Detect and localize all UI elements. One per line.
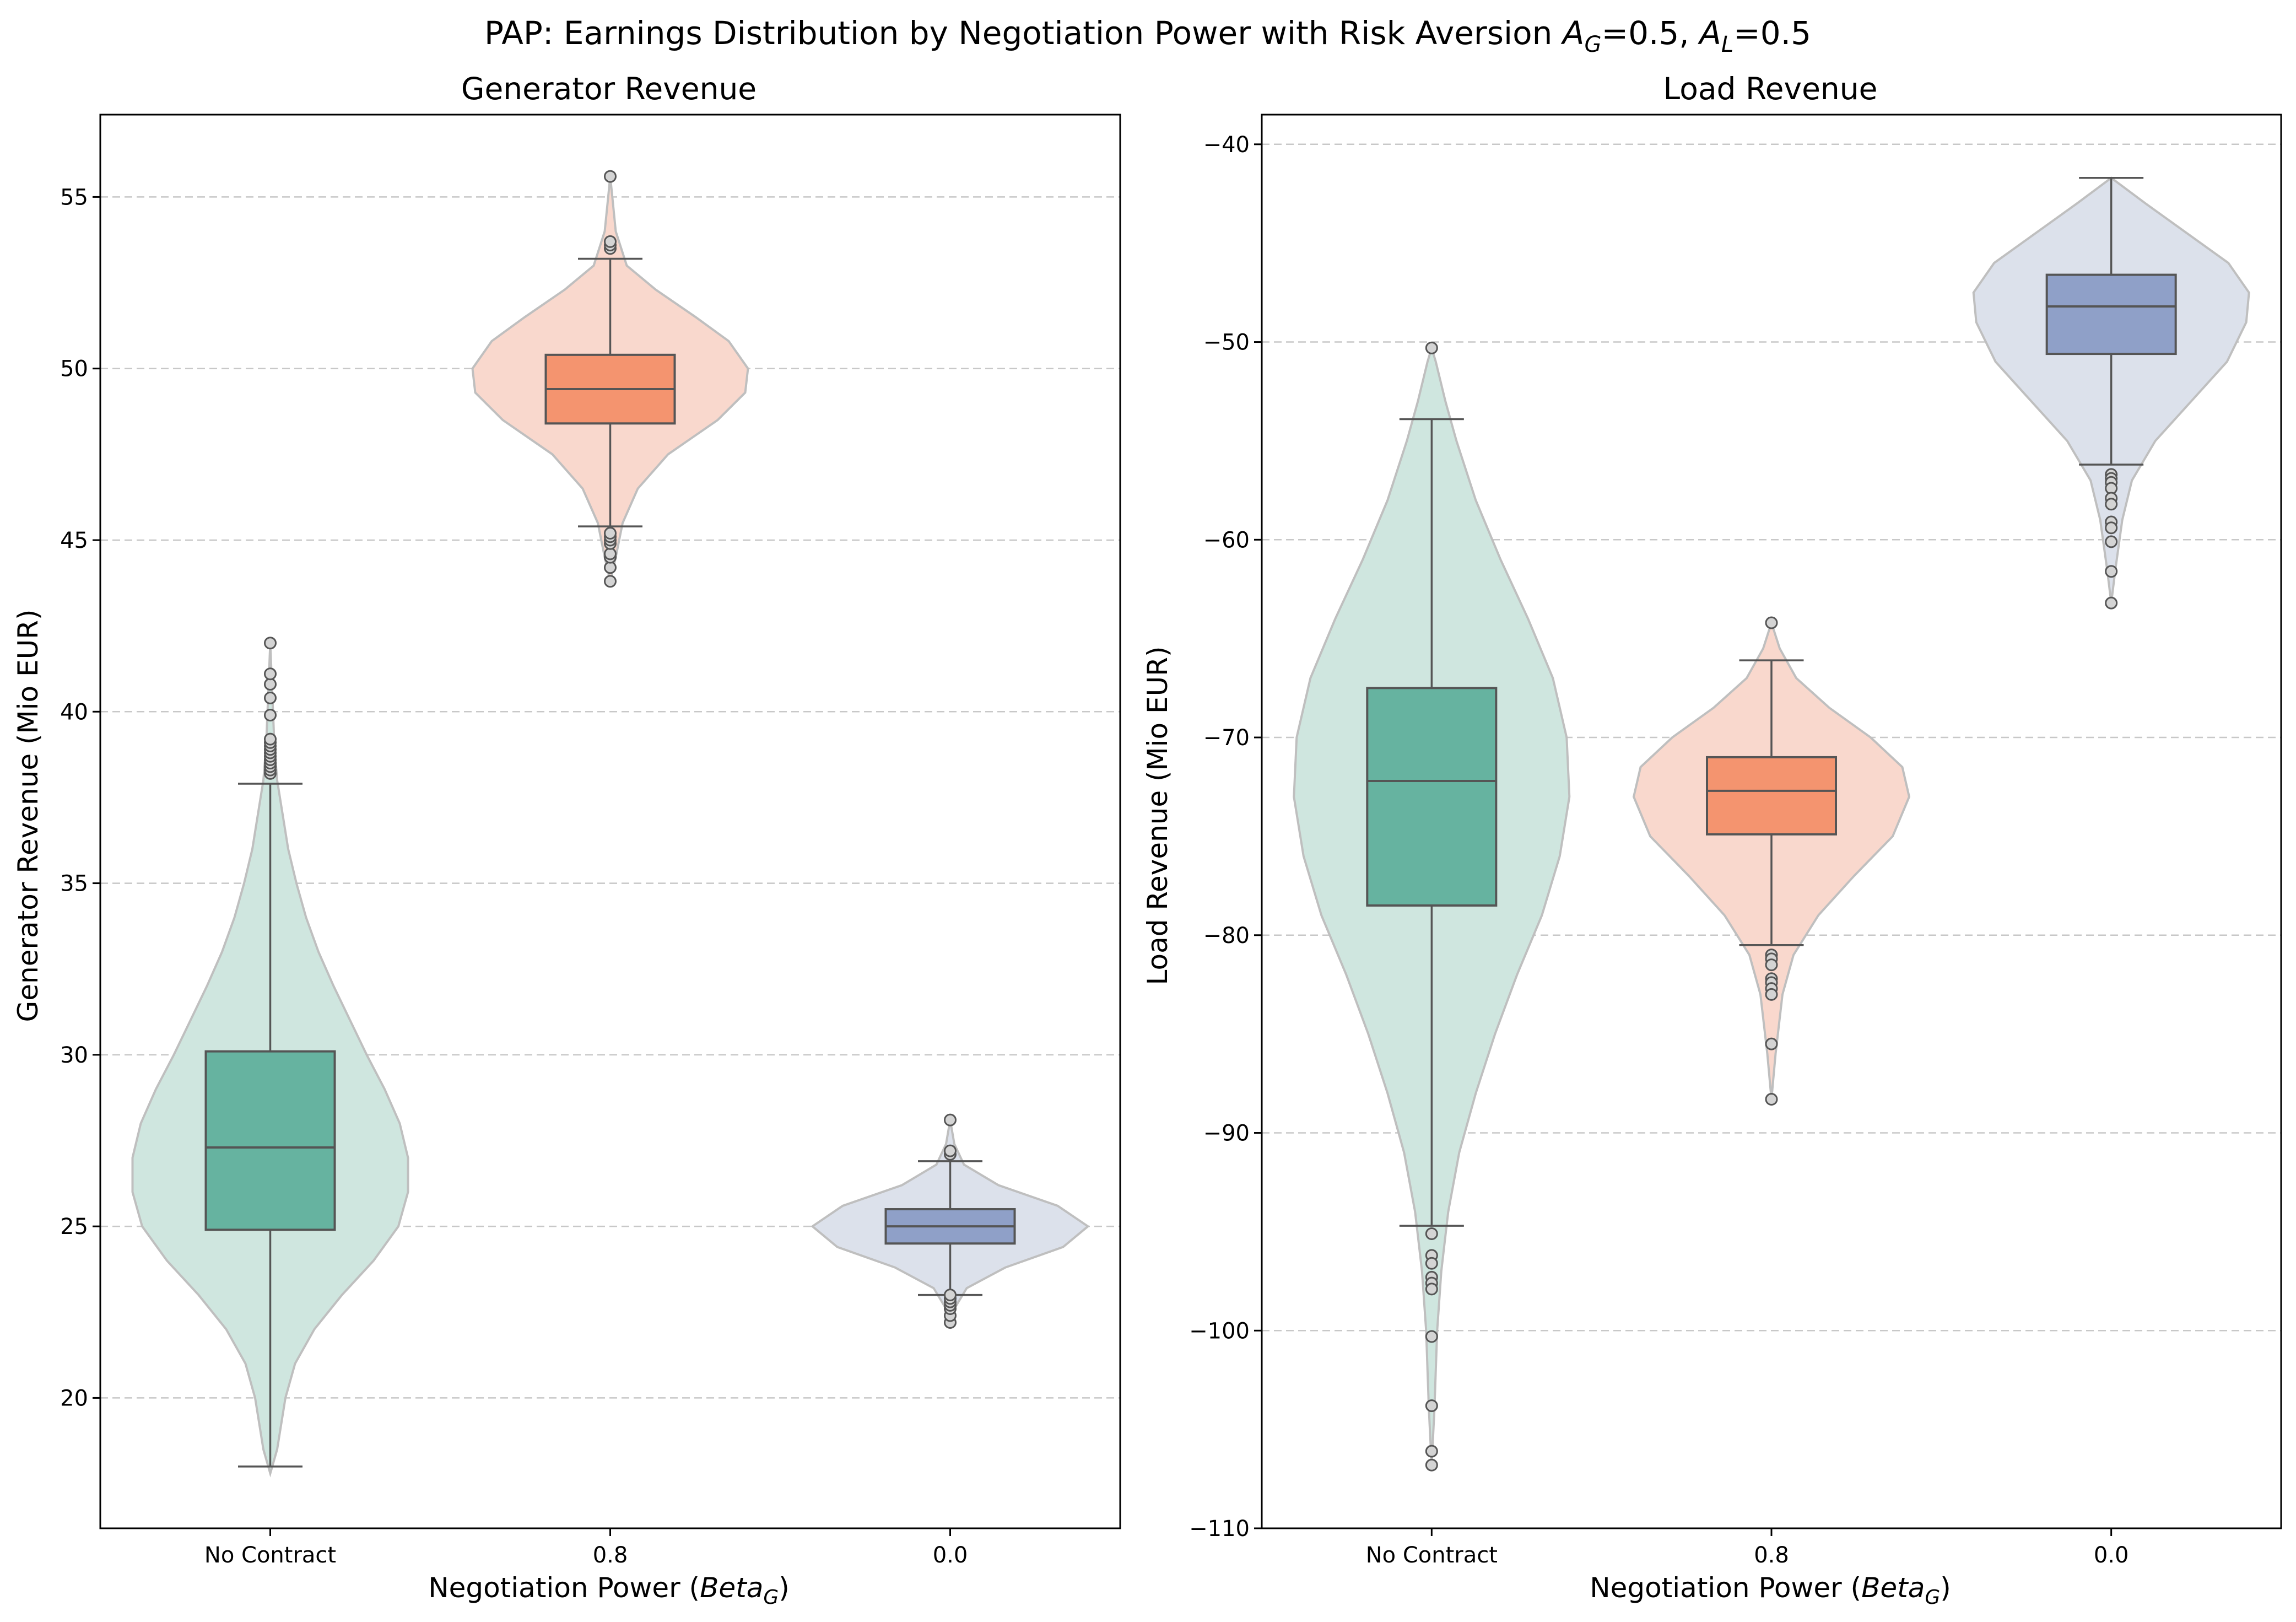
generator-plot-area: 20 25 30 35 40 45 50 55 No Contract 0.8 0.0 xyxy=(60,114,1121,1568)
load-revenue-panel: Load Revenue −110 −100 −90 −80 −70 −60 −50 −40 N… xyxy=(1142,71,2282,1609)
y-axis-label: Generator Revenue (Mio EUR) xyxy=(12,610,44,1022)
y-tick-label: 35 xyxy=(60,871,88,897)
y-tick-label: 20 xyxy=(60,1386,88,1411)
outlier-point xyxy=(604,561,617,574)
load-plot-area: −110 −100 −90 −80 −70 −60 −50 −40 No Contract 0.8… xyxy=(1189,114,2282,1568)
outlier-point xyxy=(2105,535,2118,548)
outlier-point xyxy=(604,235,617,248)
axes-frame xyxy=(99,114,1121,1529)
outlier-point xyxy=(2105,565,2118,578)
outlier-point xyxy=(1425,341,1438,354)
y-tick-label: 50 xyxy=(60,357,88,382)
y-tick-label: −100 xyxy=(1189,1318,1250,1344)
outlier-point xyxy=(1765,1093,1778,1106)
outlier-point xyxy=(1765,1037,1778,1050)
outlier-point xyxy=(1765,616,1778,629)
outlier-point xyxy=(1425,1227,1438,1240)
outlier-point xyxy=(2105,521,2118,535)
y-tick-label: 30 xyxy=(60,1043,88,1068)
outlier-point xyxy=(264,691,277,704)
outlier-point xyxy=(604,527,617,540)
outlier-point xyxy=(1765,958,1778,972)
panel-title: Load Revenue xyxy=(1663,71,1878,106)
y-tick-label: −70 xyxy=(1203,725,1250,751)
x-tick-label: 0.0 xyxy=(2094,1543,2129,1568)
outlier-point xyxy=(944,1289,957,1302)
y-tick-label: 25 xyxy=(60,1214,88,1240)
x-axis-label: Negotiation Power (BetaG) xyxy=(1590,1572,1951,1609)
y-tick-label: −90 xyxy=(1203,1121,1250,1146)
x-tick-label: 0.0 xyxy=(933,1543,968,1568)
y-tick-label: −110 xyxy=(1189,1516,1250,1542)
outlier-point xyxy=(264,667,277,681)
iqr-box xyxy=(204,1050,336,1231)
y-axis-label: Load Revenue (Mio EUR) xyxy=(1142,646,1174,985)
x-tick-label: 0.8 xyxy=(1754,1543,1789,1568)
outlier-point xyxy=(1425,1257,1438,1270)
x-tick-label: No Contract xyxy=(204,1543,336,1568)
outlier-point xyxy=(2105,498,2118,511)
iqr-box xyxy=(1366,687,1498,907)
outlier-point xyxy=(1765,988,1778,1001)
y-tick-label: 45 xyxy=(60,528,88,553)
outlier-point xyxy=(604,547,617,561)
outlier-point xyxy=(604,170,617,183)
y-tick-label: −50 xyxy=(1203,330,1250,355)
outlier-point xyxy=(1425,1282,1438,1296)
axes-frame xyxy=(1261,114,2282,1529)
figure-suptitle: PAP: Earnings Distribution by Negotiatio… xyxy=(484,14,1811,57)
outlier-point xyxy=(264,677,277,691)
iqr-box xyxy=(2045,273,2177,355)
y-tick-label: 40 xyxy=(60,699,88,725)
generator-revenue-panel: Generator Revenue 20 25 30 35 40 45 50 55 No Con… xyxy=(12,71,1121,1609)
outlier-point xyxy=(1425,1330,1438,1343)
y-tick-label: −40 xyxy=(1203,132,1250,158)
x-axis-label: Negotiation Power (BetaG) xyxy=(428,1572,790,1609)
outlier-point xyxy=(944,1144,957,1157)
outlier-point xyxy=(264,637,277,650)
outlier-point xyxy=(2105,596,2118,610)
y-tick-label: −80 xyxy=(1203,923,1250,949)
outlier-point xyxy=(264,732,277,746)
outlier-point xyxy=(604,575,617,588)
panel-title: Generator Revenue xyxy=(461,71,757,106)
x-tick-label: 0.8 xyxy=(593,1543,628,1568)
outlier-point xyxy=(944,1113,957,1127)
x-tick-label: No Contract xyxy=(1366,1543,1498,1568)
iqr-box xyxy=(1706,756,1837,836)
y-tick-label: −60 xyxy=(1203,527,1250,553)
outlier-point xyxy=(264,709,277,722)
y-tick-label: 55 xyxy=(60,185,88,210)
outlier-point xyxy=(1425,1399,1438,1413)
outlier-point xyxy=(1425,1458,1438,1472)
outlier-point xyxy=(1425,1445,1438,1458)
